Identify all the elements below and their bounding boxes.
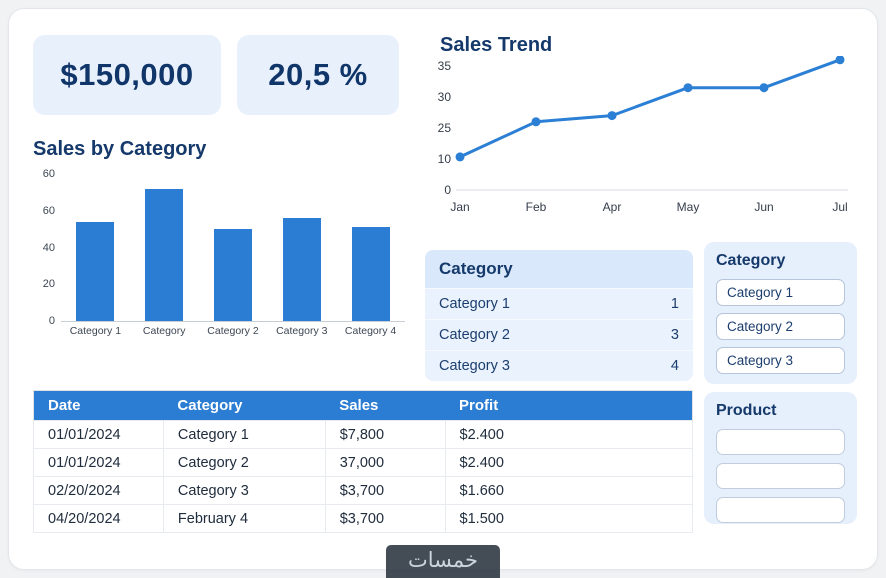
- svg-text:30: 30: [438, 90, 452, 104]
- product-filter-title: Product: [716, 402, 777, 419]
- sales-table-header-row: Date Category Sales Profit: [33, 390, 693, 421]
- table-cell: 01/01/2024: [33, 420, 164, 449]
- sales-trend-title: Sales Trend: [440, 34, 553, 56]
- sales-table: Date Category Sales Profit 01/01/2024 Catego…: [33, 390, 694, 533]
- bar-cell: [199, 174, 268, 321]
- table-cell: $2.400: [444, 420, 694, 449]
- bar-x-label: Category: [142, 325, 186, 337]
- svg-text:Feb: Feb: [526, 200, 547, 214]
- category-filter-panel: Category Category 1 Category 2 Category 3: [704, 242, 857, 384]
- bar-chart-y-axis: 0 20 40 60 60: [33, 168, 57, 327]
- svg-text:0: 0: [444, 183, 451, 197]
- category-option-button[interactable]: Category 3: [716, 347, 845, 374]
- sales-trend-chart: 0 10 25 30 35 Jan Feb Apr May Jun Jul: [438, 56, 848, 214]
- table-cell: 01/01/2024: [33, 448, 164, 477]
- table-cell: $2.400: [444, 448, 694, 477]
- bar: [76, 222, 115, 321]
- category-summary-value: 1: [670, 296, 679, 312]
- bar-x-label: Category 1: [69, 325, 122, 337]
- category-summary-value: 3: [670, 327, 679, 343]
- table-row: 02/20/2024 Category 3 $3,700 $1.660: [33, 476, 694, 505]
- category-summary-value: 4: [670, 358, 679, 374]
- category-summary-label: Category 3: [439, 358, 510, 374]
- svg-text:May: May: [677, 200, 700, 214]
- table-header-cell: Sales: [325, 390, 446, 421]
- kpi-growth: 20,5 %: [237, 35, 399, 115]
- product-input[interactable]: [716, 497, 845, 523]
- product-filter-panel: Product: [704, 392, 857, 524]
- table-header-cell: Profit: [445, 390, 693, 421]
- table-cell: 37,000: [324, 448, 446, 477]
- table-row: 01/01/2024 Category 1 $7,800 $2.400: [33, 420, 694, 449]
- bar-cell: [130, 174, 199, 321]
- table-cell: 04/20/2024: [33, 504, 164, 533]
- watermark: خمسات: [385, 545, 501, 578]
- category-summary-title: Category: [425, 250, 693, 288]
- category-filter-options: Category 1 Category 2 Category 3: [716, 279, 845, 374]
- svg-text:Jul: Jul: [832, 200, 847, 214]
- bar-x-label: Category 4: [344, 325, 397, 337]
- kpi-total-sales: $150,000: [33, 35, 221, 115]
- table-cell: February 4: [162, 504, 326, 533]
- table-cell: Category 1: [162, 420, 326, 449]
- table-cell: Category 2: [162, 448, 326, 477]
- category-summary-label: Category 1: [439, 296, 510, 312]
- svg-text:Jan: Jan: [450, 200, 469, 214]
- table-header-cell: Category: [163, 390, 326, 421]
- category-summary-row: Category 3 4: [425, 350, 693, 381]
- table-cell: $3,700: [324, 504, 446, 533]
- bar-chart-plot: [61, 174, 405, 322]
- svg-text:Apr: Apr: [603, 200, 622, 214]
- category-filter-title: Category: [716, 252, 786, 269]
- table-cell: $3,700: [324, 476, 446, 505]
- category-option-button[interactable]: Category 1: [716, 279, 845, 306]
- category-summary-card: Category Category 1 1 Category 2 3 Category …: [425, 250, 693, 381]
- bar-cell: [61, 174, 130, 321]
- category-summary-rows: Category 1 1 Category 2 3 Category 3 4: [425, 288, 693, 381]
- table-cell: $1.660: [444, 476, 694, 505]
- sales-by-category-title: Sales by Category: [33, 138, 207, 160]
- bar-y-tick: 60: [42, 204, 55, 217]
- category-summary-label: Category 2: [439, 327, 510, 343]
- bar: [213, 229, 252, 321]
- svg-text:Jun: Jun: [754, 200, 773, 214]
- bar-y-tick: 0: [48, 315, 55, 327]
- product-input[interactable]: [716, 429, 845, 455]
- bar-cell: [336, 174, 405, 321]
- sales-by-category-chart: 0 20 40 60 60 Category 1 Category Category 2 Ca…: [33, 168, 411, 350]
- table-cell: $7,800: [324, 420, 446, 449]
- category-option-button[interactable]: Category 2: [716, 313, 845, 340]
- svg-text:10: 10: [438, 152, 452, 166]
- svg-text:25: 25: [438, 121, 452, 135]
- bar-y-tick: 60: [42, 168, 55, 180]
- bar: [145, 189, 184, 321]
- bar-x-label: Category 2: [207, 325, 259, 337]
- table-row: 01/01/2024 Category 2 37,000 $2.400: [33, 448, 694, 477]
- product-input[interactable]: [716, 463, 845, 489]
- bar: [351, 227, 390, 321]
- table-cell: Category 3: [162, 476, 326, 505]
- product-filter-inputs: [716, 429, 845, 523]
- category-summary-row: Category 1 1: [425, 288, 693, 319]
- table-header-cell: Date: [33, 390, 164, 421]
- bar-y-tick: 40: [42, 241, 55, 254]
- table-cell: 02/20/2024: [33, 476, 164, 505]
- bar-y-tick: 20: [42, 278, 55, 291]
- bar-x-label: Category 3: [276, 325, 328, 337]
- bar: [282, 218, 321, 321]
- category-summary-row: Category 2 3: [425, 319, 693, 350]
- table-cell: $1.500: [444, 504, 694, 533]
- svg-text:35: 35: [438, 59, 452, 73]
- bar-chart-x-axis: Category 1 Category Category 2 Category 3 Ca…: [61, 325, 405, 337]
- bar-cell: [267, 174, 336, 321]
- table-row: 04/20/2024 February 4 $3,700 $1.500: [33, 504, 694, 533]
